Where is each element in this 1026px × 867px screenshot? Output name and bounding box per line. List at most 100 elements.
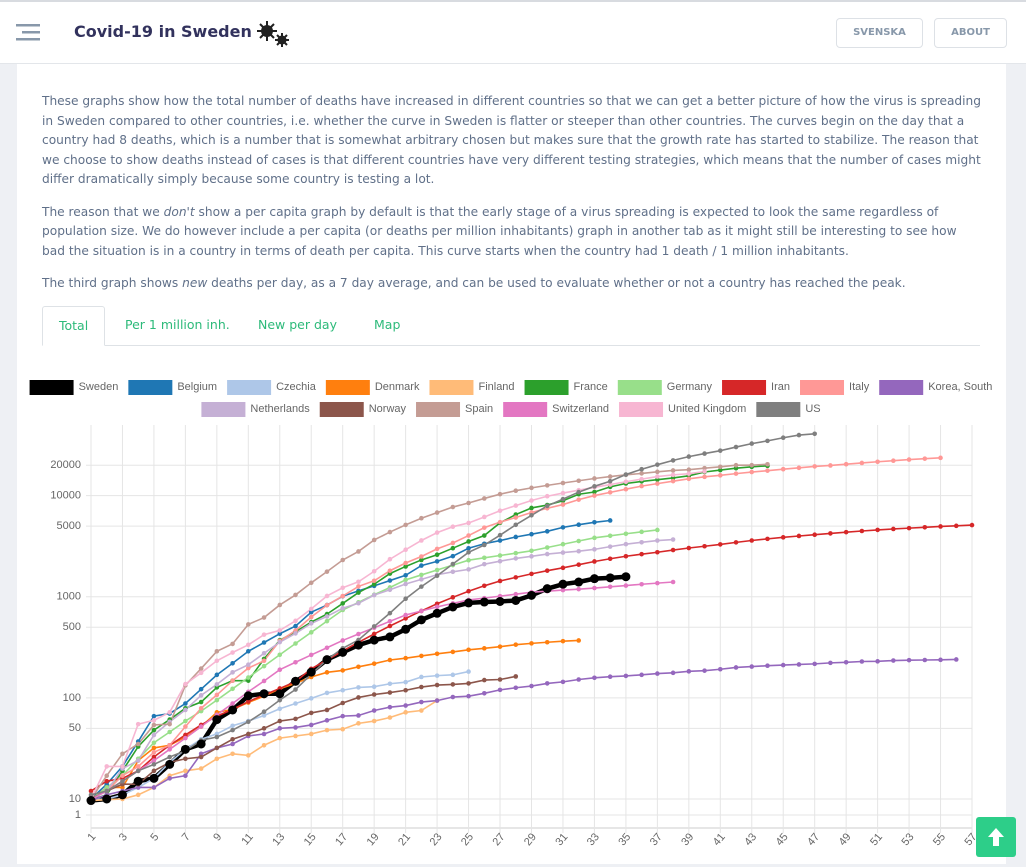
data-point [371, 592, 377, 598]
data-point [135, 792, 141, 798]
data-point [371, 692, 377, 697]
data-point [419, 557, 424, 563]
data-point [639, 551, 644, 557]
site-title[interactable]: Covid-19 in Sweden [74, 22, 252, 41]
data-point [576, 638, 581, 643]
scroll-top-button[interactable] [976, 817, 1016, 857]
x-tick-label: 47 [805, 831, 822, 848]
data-point [403, 596, 408, 602]
data-point [135, 758, 141, 763]
data-point [450, 524, 456, 529]
data-point [655, 477, 660, 482]
data-point [322, 655, 332, 665]
data-point [450, 504, 456, 510]
data-point [340, 726, 346, 732]
data-point [513, 674, 519, 679]
data-point [875, 527, 880, 533]
data-point [655, 549, 660, 555]
series-line [90, 470, 705, 800]
data-point [828, 660, 833, 666]
data-point [324, 593, 330, 599]
data-point [450, 540, 456, 546]
language-button[interactable]: SVENSKA [836, 18, 923, 48]
data-point [198, 724, 204, 729]
data-point [198, 754, 204, 760]
tab[interactable]: New per day [258, 317, 337, 332]
legend-row: Netherlands Norway Spain Switzerland United … [201, 402, 821, 417]
data-point [246, 642, 251, 648]
tabs: Total Per 1 million inh. New per day Map [42, 306, 980, 346]
text: deaths per day, as a 7 day average, and … [207, 276, 906, 290]
data-point [340, 687, 346, 693]
legend-label: Belgium [177, 381, 217, 393]
x-tick-label: 13 [270, 831, 287, 848]
data-point [639, 476, 644, 482]
data-point [135, 768, 141, 774]
data-point [670, 670, 676, 676]
legend-label: Denmark [375, 381, 420, 393]
data-point [338, 647, 348, 657]
data-point [623, 673, 629, 679]
data-point [403, 572, 408, 578]
data-point [230, 686, 235, 692]
data-point [293, 641, 298, 646]
data-point [717, 448, 723, 453]
data-point [592, 476, 597, 481]
data-point [198, 693, 204, 698]
text: The reason that we [42, 204, 164, 219]
data-point [513, 488, 519, 494]
data-point [198, 766, 204, 771]
data-point [749, 664, 755, 669]
data-point [277, 706, 283, 712]
data-point [214, 682, 220, 687]
data-point [607, 556, 613, 562]
data-point [938, 657, 943, 663]
y-tick-label: 1 [75, 809, 81, 821]
tab[interactable]: Per 1 million inh. [125, 317, 230, 332]
data-point [340, 700, 346, 706]
data-point [432, 608, 442, 618]
y-tick-label: 10000 [50, 490, 81, 502]
data-point [353, 640, 363, 650]
data-point [419, 572, 424, 578]
data-point [482, 514, 487, 520]
data-point [183, 707, 188, 713]
tab[interactable]: Map [374, 317, 401, 332]
data-point [529, 641, 534, 646]
data-point [419, 515, 424, 521]
data-point [576, 562, 581, 567]
data-point [277, 718, 283, 724]
data-point [592, 559, 597, 564]
legend-swatch [722, 380, 767, 395]
data-point [497, 508, 503, 514]
data-point [592, 585, 597, 591]
data-point [356, 579, 361, 585]
x-tick-label: 37 [648, 831, 665, 848]
data-point [230, 678, 235, 683]
data-point [558, 579, 568, 589]
legend-label: Germany [667, 381, 713, 393]
data-point [513, 515, 519, 520]
data-point [466, 647, 471, 653]
data-point [765, 663, 770, 669]
data-point [544, 639, 550, 645]
tab[interactable]: Total [42, 306, 106, 346]
data-point [450, 553, 456, 559]
data-point [230, 641, 235, 647]
data-point [230, 723, 235, 729]
data-point [167, 754, 172, 760]
data-point [183, 768, 188, 774]
data-point [466, 520, 471, 526]
data-point [655, 469, 660, 475]
data-point [623, 583, 629, 588]
data-point [419, 708, 424, 713]
data-point [733, 540, 739, 545]
about-button[interactable]: ABOUT [934, 18, 1007, 48]
data-point [466, 588, 471, 594]
menu-icon[interactable] [16, 20, 42, 46]
data-point [403, 547, 408, 553]
data-point [607, 674, 613, 680]
data-point [702, 465, 707, 471]
data-point [86, 796, 96, 806]
